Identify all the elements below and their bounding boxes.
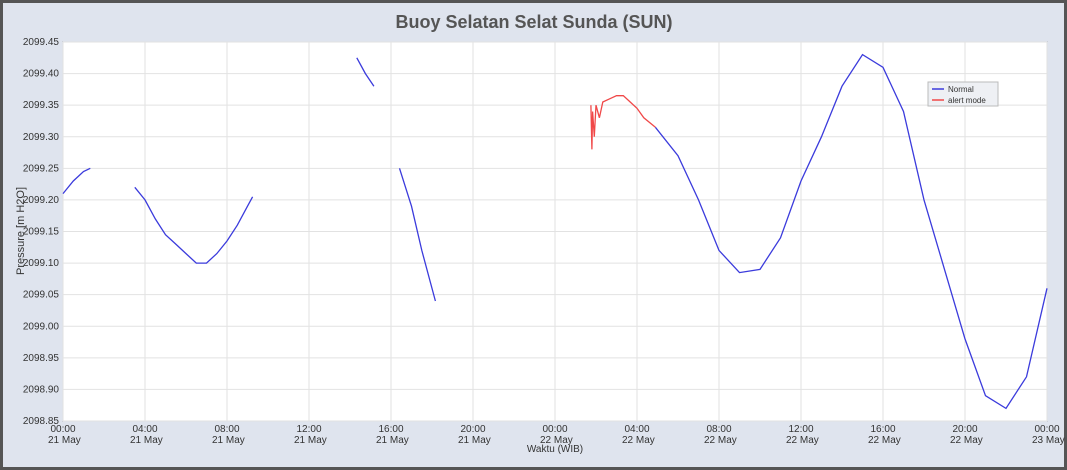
y-tick-label: 2099.25 <box>23 163 60 174</box>
x-tick-label: 08:00 22 May <box>701 424 737 446</box>
x-tick-label: 12:00 21 May <box>291 424 327 446</box>
series-line <box>590 95 656 150</box>
x-tick-label: 00:00 23 May <box>1029 424 1065 446</box>
x-tick-label: 20:00 21 May <box>455 424 491 446</box>
series-line <box>62 53 1048 410</box>
legend-label: alert mode <box>948 96 986 105</box>
tick-time: 08:00 <box>214 424 239 435</box>
tick-time: 04:00 <box>132 424 157 435</box>
tick-date: 22 May <box>537 435 573 446</box>
tick-date: 22 May <box>783 435 819 446</box>
x-axis-label: Waktu (WIB) <box>527 444 583 455</box>
tick-time: 04:00 <box>624 424 649 435</box>
x-tick-label: 12:00 22 May <box>783 424 819 446</box>
y-tick-label: 2099.00 <box>23 321 60 332</box>
y-tick-label: 2098.85 <box>23 416 60 427</box>
tick-date: 21 May <box>455 435 491 446</box>
tick-date: 22 May <box>701 435 737 446</box>
y-tick-label: 2099.05 <box>23 290 60 301</box>
tick-time: 00:00 <box>50 424 75 435</box>
tick-time: 08:00 <box>706 424 731 435</box>
y-tick-label: 2099.10 <box>23 258 60 269</box>
x-tick-label: 08:00 21 May <box>209 424 245 446</box>
y-axis-label: Pressure [m H2O] <box>15 187 27 275</box>
tick-time: 00:00 <box>542 424 567 435</box>
x-tick-label: 20:00 22 May <box>947 424 983 446</box>
tick-time: 00:00 <box>1034 424 1059 435</box>
y-tick-label: 2098.90 <box>23 384 60 395</box>
y-tick-label: 2099.15 <box>23 227 60 238</box>
y-tick-label: 2098.95 <box>23 353 60 364</box>
legend-box <box>927 81 999 107</box>
tick-date: 21 May <box>209 435 245 446</box>
tick-date: 22 May <box>947 435 983 446</box>
tick-time: 12:00 <box>788 424 813 435</box>
tick-date: 21 May <box>45 435 81 446</box>
chart-title: Buoy Selatan Selat Sunda (SUN) <box>395 12 672 32</box>
y-tick-label: 2099.40 <box>23 69 60 80</box>
tick-time: 16:00 <box>870 424 895 435</box>
grid <box>62 41 1048 422</box>
tick-date: 23 May <box>1029 435 1065 446</box>
y-tick-label: 2099.20 <box>23 195 60 206</box>
tick-date: 21 May <box>373 435 409 446</box>
tick-time: 20:00 <box>460 424 485 435</box>
tick-date: 21 May <box>127 435 163 446</box>
x-tick-label: 16:00 22 May <box>865 424 901 446</box>
x-tick-label: 16:00 21 May <box>373 424 409 446</box>
tick-time: 12:00 <box>296 424 321 435</box>
y-tick-label: 2099.35 <box>23 100 60 111</box>
x-tick-label: 00:00 21 May <box>45 424 81 446</box>
y-tick-label: 2099.30 <box>23 132 60 143</box>
tick-time: 20:00 <box>952 424 977 435</box>
tick-date: 22 May <box>865 435 901 446</box>
x-tick-label: 04:00 22 May <box>619 424 655 446</box>
tick-date: 22 May <box>619 435 655 446</box>
tick-time: 16:00 <box>378 424 403 435</box>
x-tick-label: 04:00 21 May <box>127 424 163 446</box>
x-tick-label: 00:00 22 May <box>537 424 573 446</box>
tick-date: 21 May <box>291 435 327 446</box>
y-tick-label: 2099.45 <box>23 37 60 48</box>
legend-label: Normal <box>948 85 974 94</box>
